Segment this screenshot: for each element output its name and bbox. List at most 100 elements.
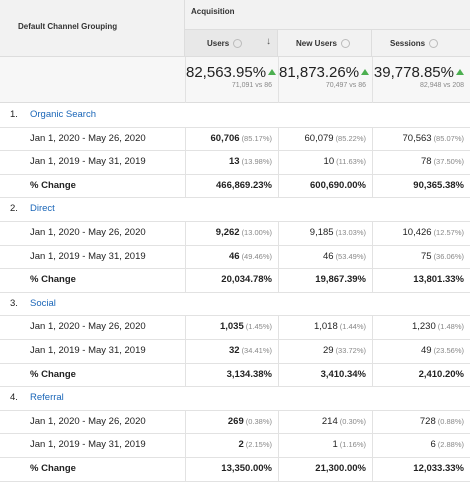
- metric-cell: 12,033.33%: [372, 457, 470, 481]
- column-header: Sessions: [372, 30, 470, 57]
- row-label: % Change: [30, 463, 76, 474]
- row-label: Jan 1, 2019 - May 31, 2019: [30, 156, 146, 168]
- row-line: [0, 268, 470, 270]
- metric-share: (85.22%): [335, 133, 366, 143]
- row-line: [0, 362, 470, 364]
- metric-cell: 60,079 (85.22%): [278, 126, 372, 151]
- row-label: Jan 1, 2019 - May 31, 2019: [30, 439, 146, 451]
- metric-cell: 13 (13.98%): [185, 150, 278, 174]
- metric-value: 466,869.23%: [216, 179, 272, 191]
- metric-share: (23.56%): [433, 346, 464, 355]
- metric-value: 46: [322, 250, 334, 262]
- group-index: 4.: [10, 392, 18, 404]
- metric-share: (36.06%): [433, 251, 464, 261]
- row-line: [0, 244, 470, 246]
- metric-value: 728: [419, 415, 436, 427]
- metric-share: (1.45%): [245, 322, 272, 332]
- metric-cell: 78 (37.50%): [372, 150, 470, 174]
- metric-cell: 13,350.00%: [185, 457, 278, 481]
- metric-share: (37.50%): [433, 157, 464, 167]
- metric-share: (0.38%): [245, 416, 272, 426]
- metric-value: 13,350.00%: [221, 463, 272, 474]
- metric-value: 10: [323, 156, 335, 168]
- metric-value: 2: [238, 439, 244, 451]
- metric-value: 214: [321, 415, 338, 427]
- metric-cell: 1,018 (1.44%): [278, 315, 372, 339]
- total-value-text: 39,778.85%: [373, 64, 454, 81]
- metric-value: 60,706: [210, 132, 240, 144]
- metric-value: 1: [332, 439, 338, 451]
- up-icon: [456, 69, 464, 75]
- metric-value: 32: [228, 345, 240, 356]
- total-cell: 39,778.85% 82,948 vs 208: [372, 57, 470, 103]
- total-detail: 82,948 vs 208: [420, 82, 464, 89]
- metric-share: (0.88%): [437, 416, 464, 426]
- metric-value: 29: [322, 345, 334, 356]
- metric-cell: 2,410.20%: [372, 362, 470, 387]
- row-label: % Change: [30, 368, 76, 380]
- metric-cell: 60,706 (85.17%): [185, 126, 278, 151]
- row-label: Jan 1, 2020 - May 26, 2020: [30, 415, 146, 427]
- group-index: 3.: [10, 297, 18, 309]
- column-title: Sessions: [390, 39, 426, 48]
- metric-value: 75: [420, 250, 432, 262]
- metric-cell: 6 (2.88%): [372, 433, 470, 457]
- metric-share: (2.88%): [437, 440, 464, 450]
- metric-cell: 9,262 (13.00%): [185, 221, 278, 245]
- metric-value: 1,018: [313, 321, 338, 333]
- metric-value: 9,185: [309, 227, 334, 238]
- metric-value: 9,262: [215, 227, 240, 238]
- metric-value: 1,035: [219, 321, 244, 333]
- row-line: [0, 173, 470, 175]
- metric-share: (33.72%): [335, 346, 366, 355]
- metric-value: 60,079: [304, 132, 334, 144]
- metric-share: (13.98%): [241, 157, 272, 167]
- totals-row: [0, 57, 470, 103]
- total-value-text: 82,563.95%: [186, 64, 267, 81]
- metric-cell: 2 (2.15%): [185, 433, 278, 457]
- metric-cell: 1 (1.16%): [278, 433, 372, 457]
- metric-cell: 70,563 (85.07%): [372, 126, 470, 151]
- row-line: [0, 221, 470, 222]
- up-icon: [268, 69, 277, 75]
- row-line: [0, 480, 470, 482]
- group-index: 2.: [10, 203, 18, 215]
- row-label: Jan 1, 2019 - May 31, 2019: [30, 250, 146, 262]
- metric-share: (12.57%): [433, 228, 464, 237]
- group-index: 1.: [10, 109, 18, 120]
- metric-share: (0.30%): [339, 416, 366, 426]
- row-line: [0, 409, 470, 411]
- metric-value: 6: [430, 439, 436, 451]
- group-name: Organic Search: [30, 109, 97, 120]
- total-value: 39,778.85%: [373, 64, 464, 81]
- row-line: [0, 197, 470, 199]
- metric-value: 13: [228, 156, 240, 168]
- metric-cell: 1,035 (1.45%): [185, 315, 278, 339]
- row-label: Jan 1, 2019 - May 31, 2019: [30, 345, 146, 356]
- total-value: 82,563.95%: [186, 64, 277, 81]
- row-line: [0, 291, 470, 293]
- metric-value: 46: [228, 250, 240, 262]
- metric-value: 3,410.34%: [320, 368, 366, 380]
- metric-cell: 46 (49.46%): [185, 244, 278, 269]
- metric-share: (49.46%): [241, 251, 272, 261]
- help-icon: [340, 39, 350, 49]
- metric-value: 1,230: [411, 321, 436, 333]
- metric-cell: 49 (23.56%): [372, 339, 470, 363]
- total-cell: 81,873.26% 70,497 vs 86: [278, 57, 372, 103]
- row-label: % Change: [30, 179, 76, 191]
- metric-share: (13.00%): [241, 228, 272, 237]
- metric-cell: 20,034.78%: [185, 268, 278, 292]
- metric-value: 13,801.33%: [413, 274, 464, 286]
- total-cell: 82,563.95% 71,091 vs 86: [185, 57, 278, 103]
- metric-value: 10,426: [402, 227, 432, 238]
- metric-value: 20,034.78%: [221, 274, 272, 286]
- row-line: [0, 315, 470, 317]
- row-label: Jan 1, 2020 - May 26, 2020: [30, 227, 146, 238]
- metric-cell: 21,300.00%: [278, 457, 372, 481]
- metric-share: (1.48%): [437, 322, 464, 332]
- row-label: % Change: [30, 274, 76, 286]
- metric-share: (34.41%): [241, 346, 272, 355]
- metric-value: 21,300.00%: [315, 463, 366, 474]
